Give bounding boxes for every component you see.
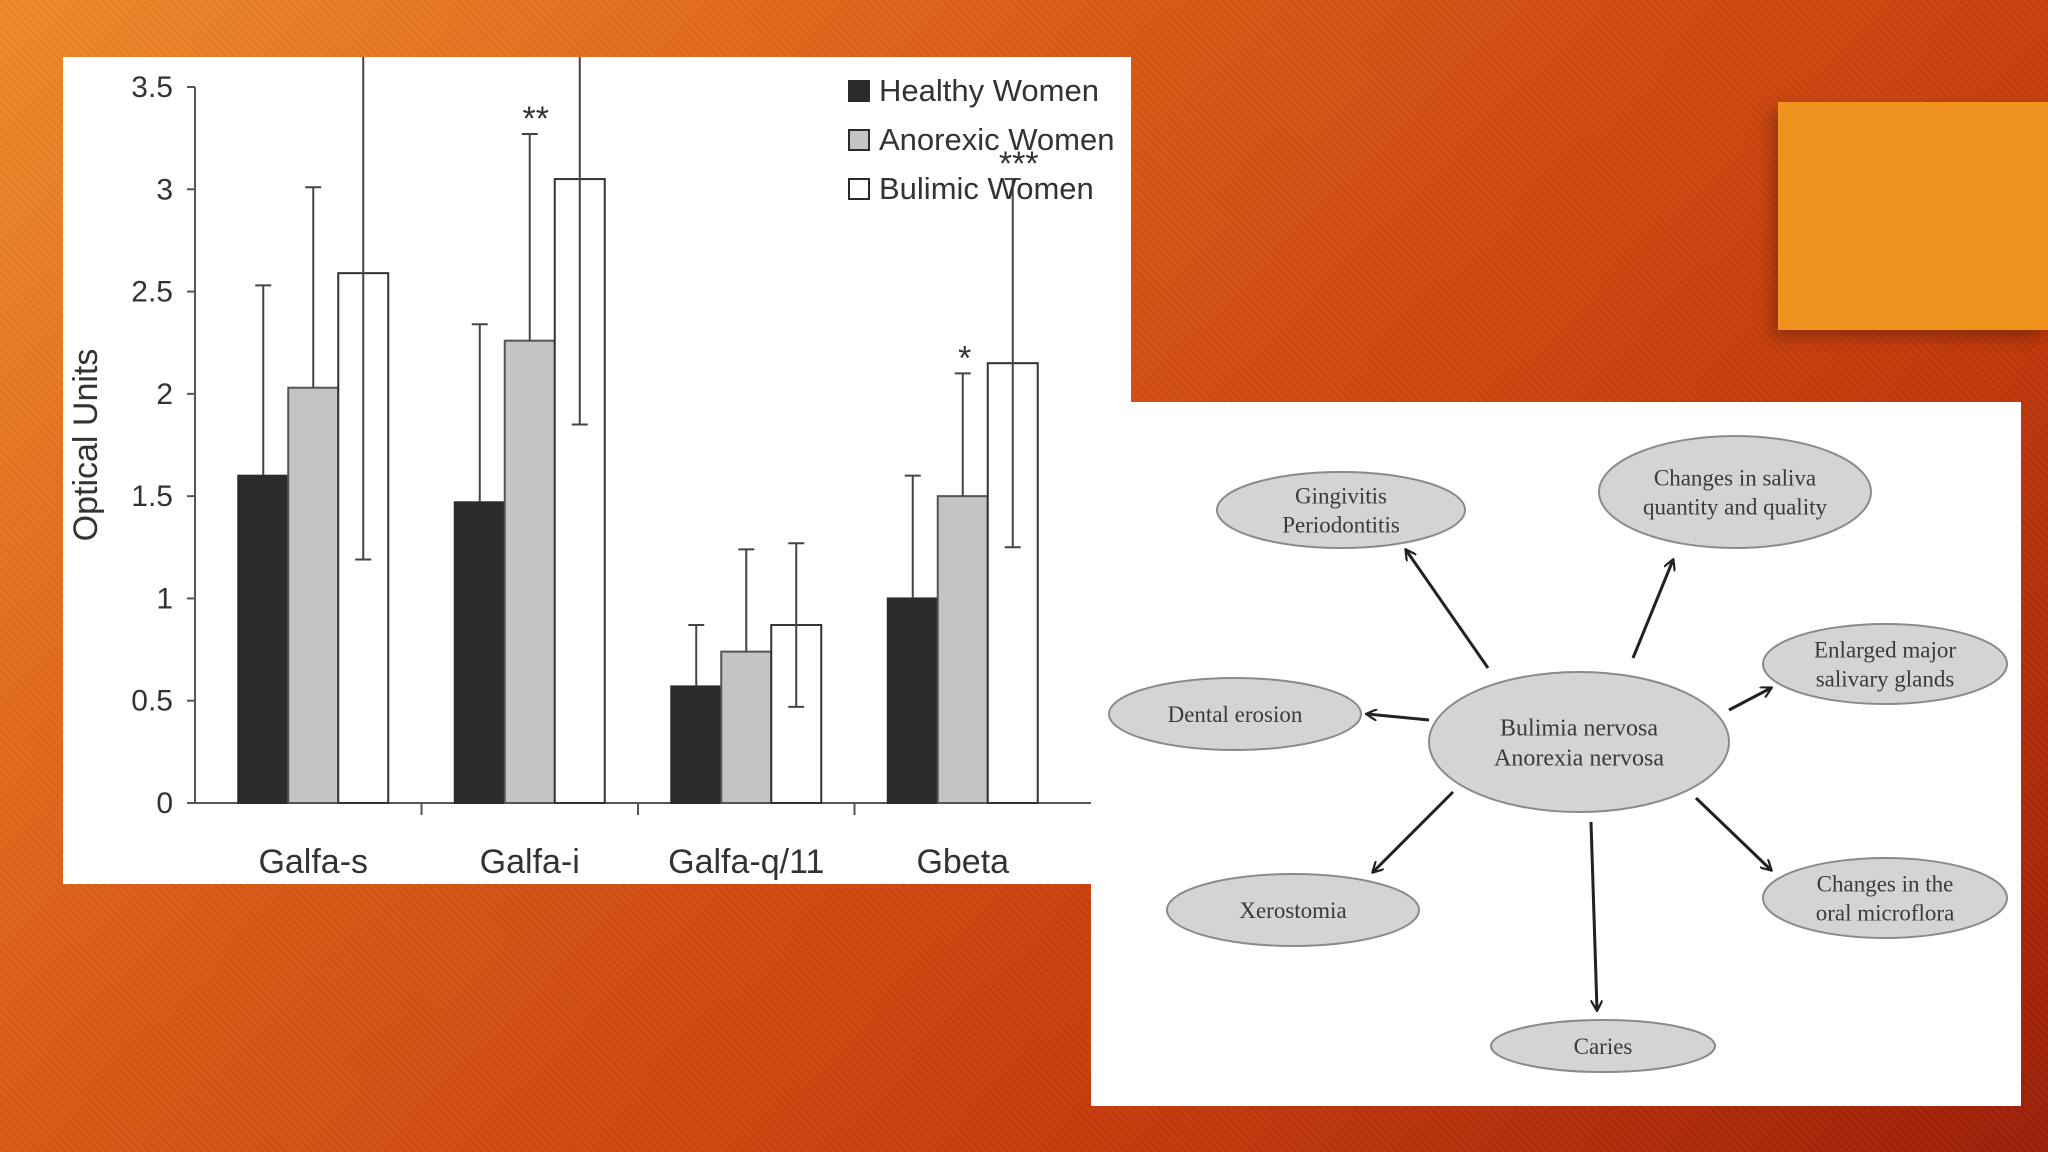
node-gingivitis-ellipse	[1216, 471, 1466, 549]
y-tick-label: 3	[156, 173, 173, 206]
bar-anorexic-women-galfa-i	[503, 339, 556, 804]
bar-healthy-women-galfa-s	[237, 474, 290, 804]
node-erosion-ellipse	[1108, 677, 1362, 751]
arrow-to-microflora	[1694, 796, 1771, 870]
legend-swatch-healthy-women	[848, 80, 870, 102]
node-caries-label: Caries	[1574, 1034, 1633, 1059]
bar-healthy-women-galfa-q-11	[670, 685, 723, 804]
node-gingivitis-label: Periodontitis	[1282, 512, 1400, 537]
y-tick-label: 0.5	[131, 685, 173, 718]
node-saliva-label: quantity and quality	[1643, 494, 1827, 519]
significance-marker: *	[958, 339, 971, 377]
center-node-label: Bulimia nervosa	[1500, 715, 1658, 741]
arrow-to-xerostomia	[1373, 790, 1455, 872]
bar-healthy-women-gbeta	[886, 597, 939, 805]
bar-healthy-women-galfa-i	[453, 501, 506, 804]
bar-bulimic-women-gbeta	[986, 362, 1039, 804]
node-microflora-ellipse	[1762, 857, 2008, 939]
arrow-to-gingivitis	[1406, 550, 1490, 669]
x-tick-label: Galfa-q/11	[668, 843, 824, 881]
node-gingivitis-label: Gingivitis	[1295, 484, 1387, 509]
node-erosion-label: Dental erosion	[1168, 702, 1303, 727]
y-tick-label: 0	[156, 787, 173, 820]
x-tick-label: Gbeta	[916, 843, 1009, 881]
y-tick-label: 3.5	[131, 71, 173, 104]
legend-label-anorexic-women: Anorexic Women	[879, 122, 1114, 157]
legend-label-healthy-women: Healthy Women	[879, 73, 1099, 108]
y-tick-label: 1	[156, 582, 173, 615]
node-xerostomia-label: Xerostomia	[1239, 898, 1346, 923]
bar-anorexic-women-galfa-q-11	[720, 650, 773, 804]
legend-label-bulimic-women: Bulimic Women	[879, 171, 1094, 206]
y-tick-label: 2	[156, 378, 173, 411]
node-saliva-ellipse	[1598, 435, 1872, 549]
y-tick-label: 2.5	[131, 276, 173, 309]
bar-chart-panel: 0 0.5 1 1.5 2 2.5 3 3.5 Optical Units Galfa-s Galf…	[63, 57, 1131, 884]
node-glands-label: salivary glands	[1816, 666, 1955, 691]
node-glands-label: Enlarged major	[1814, 638, 1956, 663]
accent-square	[1778, 102, 2048, 330]
x-tick-label: Galfa-i	[480, 843, 580, 881]
oral-manifestations-diagram: Bulimia nervosa Anorexia nervosa Gingiviti…	[1108, 435, 2008, 1073]
bar-anorexic-women-gbeta	[936, 495, 989, 804]
significance-marker: ***	[999, 145, 1039, 183]
legend-swatch-anorexic-women	[848, 129, 870, 151]
y-axis-label: Optical Units	[67, 349, 105, 542]
center-node-label: Anorexia nervosa	[1494, 745, 1664, 771]
bar-chart: 0 0.5 1 1.5 2 2.5 3 3.5 Optical Units Galfa-s Galf…	[67, 57, 1114, 881]
center-node-ellipse	[1428, 671, 1730, 813]
bar-anorexic-women-galfa-s	[287, 386, 340, 804]
node-glands-ellipse	[1762, 623, 2008, 705]
node-caries-ellipse	[1490, 1019, 1716, 1073]
node-microflora-label: oral microflora	[1816, 900, 1955, 925]
node-xerostomia-ellipse	[1166, 873, 1420, 947]
arrow-to-caries	[1589, 821, 1597, 1010]
significance-marker: **	[523, 100, 549, 138]
arrow-to-erosion	[1367, 714, 1430, 722]
node-saliva-label: Changes in saliva	[1654, 466, 1816, 491]
arrow-to-saliva	[1631, 560, 1673, 659]
legend-swatch-bulimic-women	[848, 178, 870, 200]
node-microflora-label: Changes in the	[1817, 872, 1954, 897]
arrow-to-glands	[1728, 688, 1771, 712]
x-tick-label: Galfa-s	[258, 843, 368, 881]
y-tick-label: 1.5	[131, 480, 173, 513]
oral-manifestations-diagram-panel: Bulimia nervosa Anorexia nervosa Gingiviti…	[1091, 402, 2021, 1106]
